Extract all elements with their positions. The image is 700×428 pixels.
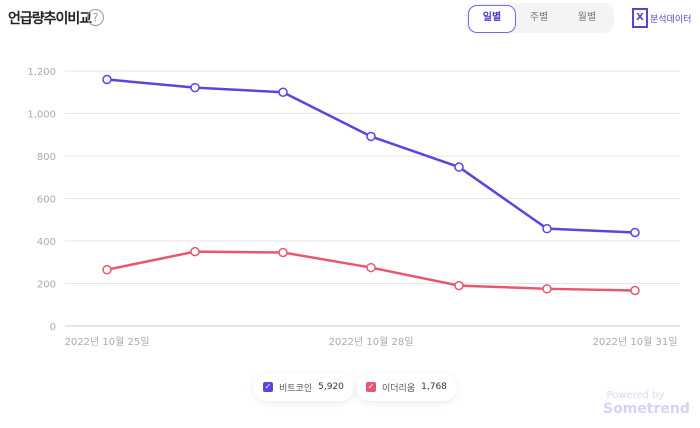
data-point <box>278 247 288 258</box>
data-point <box>102 264 112 275</box>
tab-daily[interactable]: 일별 <box>468 5 516 33</box>
legend-label: 비트코인 <box>279 383 313 394</box>
data-point <box>454 162 464 172</box>
y-tick-label: 0 <box>50 322 56 333</box>
tab-weekly[interactable]: 주별 <box>529 12 549 23</box>
data-point <box>366 131 376 142</box>
legend-total: 5,920 <box>318 382 344 392</box>
y-tick-label: 600 <box>37 195 56 206</box>
legend-item-ethereum[interactable]: ✓ 이더리움 1,768 <box>356 373 457 401</box>
data-point <box>278 87 288 97</box>
x-tick-label: 2022년 10월 28일 <box>329 336 414 348</box>
excel-icon: X <box>632 8 648 28</box>
data-point <box>366 262 376 273</box>
export-label: 분석데이터 <box>650 14 692 25</box>
y-tick-label: 1,000 <box>27 110 56 121</box>
data-point <box>542 284 552 294</box>
data-point <box>102 74 112 85</box>
y-tick-label: 800 <box>37 152 56 163</box>
x-tick-label: 2022년 10월 31일 <box>593 336 678 348</box>
data-point <box>190 246 200 257</box>
data-point <box>454 280 464 291</box>
y-tick-label: 1,200 <box>27 67 56 78</box>
x-tick-label: 2022년 10월 25일 <box>65 336 150 348</box>
export-data-button[interactable]: X 분석데이터 <box>632 8 691 28</box>
y-tick-label: 400 <box>37 237 56 248</box>
checkbox-icon[interactable]: ✓ <box>263 382 273 392</box>
powered-text: Powered by <box>606 390 665 401</box>
brand-logo: Sometrend <box>603 401 690 417</box>
legend-total: 1,768 <box>421 382 447 392</box>
powered-by: Powered by Sometrend <box>603 390 690 417</box>
data-point <box>190 82 200 93</box>
data-point <box>630 285 640 296</box>
data-point <box>542 223 552 234</box>
page-title: 언급량추이비교 <box>8 11 92 27</box>
line-chart: 0 200 400 600 800 1,000 1,200 2022년 10월 25일 2022… <box>27 67 680 348</box>
help-icon[interactable]: ? <box>87 9 104 26</box>
period-tabs: 일별 주별 월별 <box>466 3 614 33</box>
data-point <box>630 227 640 238</box>
legend-label: 이더리움 <box>382 383 416 394</box>
tab-monthly[interactable]: 월별 <box>577 12 597 23</box>
legend-item-bitcoin[interactable]: ✓ 비트코인 5,920 <box>253 373 354 401</box>
y-tick-label: 200 <box>37 280 56 291</box>
checkbox-icon[interactable]: ✓ <box>366 382 376 392</box>
